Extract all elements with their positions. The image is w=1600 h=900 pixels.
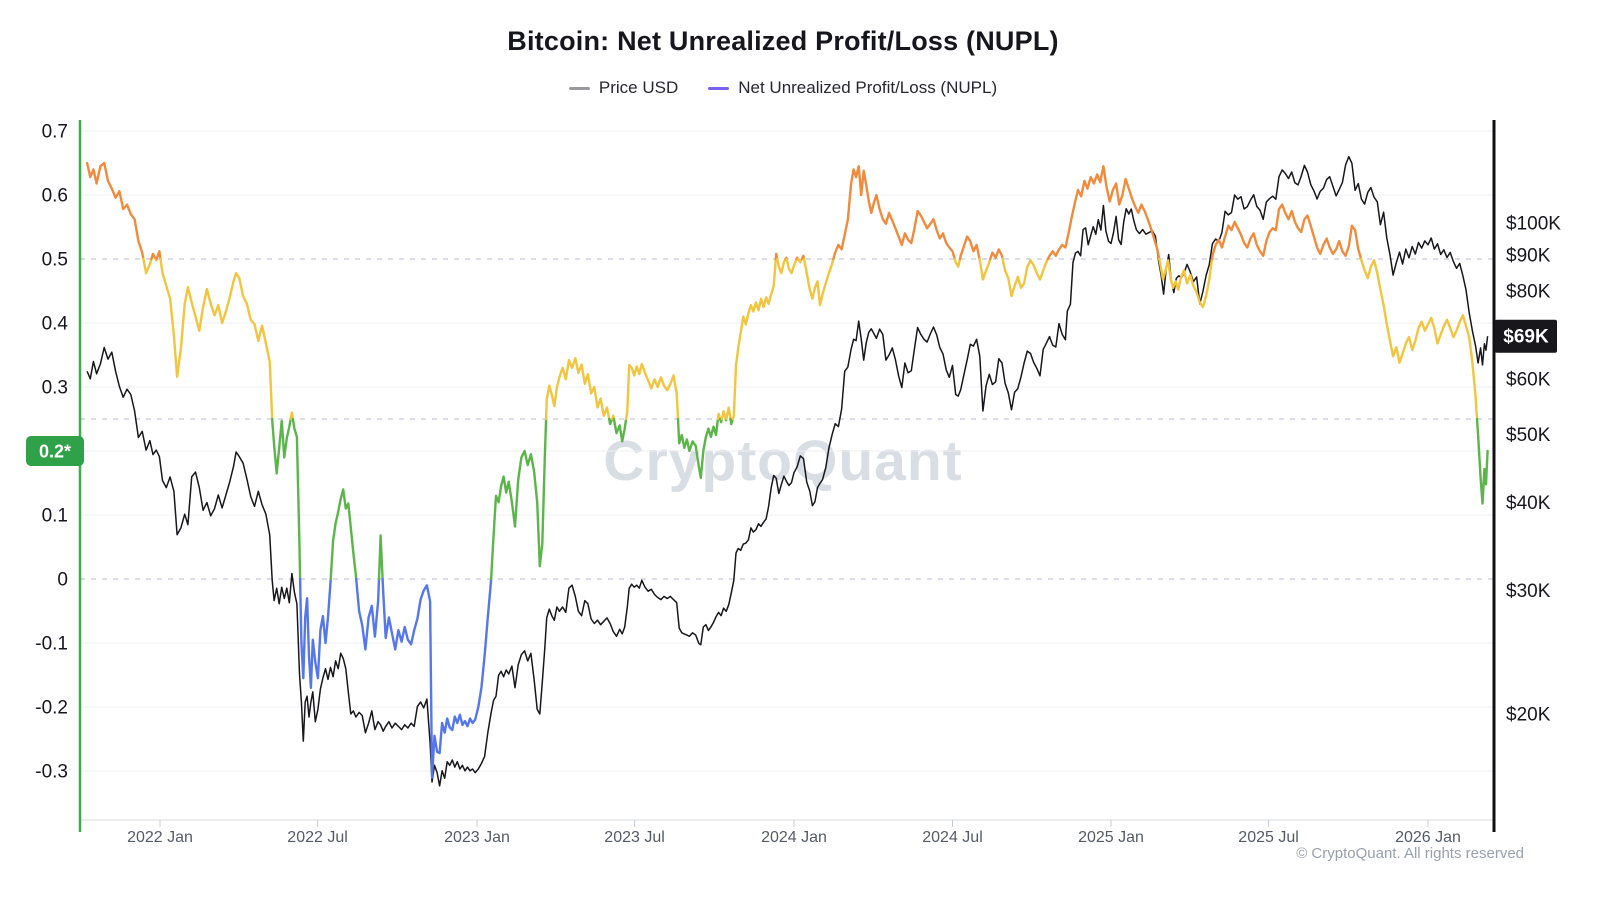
nupl-line-segment <box>85 161 145 261</box>
nupl-line-segment <box>608 417 614 426</box>
nupl-line-segment <box>989 248 1004 261</box>
nupl-line-segment <box>381 577 493 779</box>
y-right-label: $40K <box>1506 493 1551 514</box>
price-current-value: $69K <box>1503 327 1549 348</box>
nupl-line-segment <box>1001 257 1050 298</box>
nupl-line-segment <box>802 257 835 307</box>
y-left-label: 0 <box>57 570 68 591</box>
nupl-line-segment <box>731 257 777 421</box>
nupl-line-segment <box>612 417 628 443</box>
nupl-line-segment <box>1210 203 1363 261</box>
nupl-line-segment <box>716 412 722 421</box>
nupl-line-segment <box>1046 165 1161 261</box>
x-axis-label: 2022 Jul <box>287 829 348 846</box>
legend-item-price[interactable]: Price USD <box>568 78 679 98</box>
y-right-label: $60K <box>1506 369 1551 390</box>
price-current-badge <box>1495 319 1557 353</box>
x-axis-label: 2026 Jan <box>1395 829 1461 846</box>
y-left-label: 0.1 <box>42 506 68 527</box>
copyright-text: © CryptoQuant. All rights reserved <box>1296 845 1524 862</box>
nupl-line-segment <box>159 257 274 421</box>
nupl-line-segment <box>725 406 732 421</box>
y-right-label: $30K <box>1506 581 1551 602</box>
nupl-line-segment <box>298 577 332 689</box>
nupl-line-segment <box>774 252 779 261</box>
nupl-line-segment <box>1158 257 1214 309</box>
page-title: Bitcoin: Net Unrealized Profit/Loss (NUP… <box>507 26 1059 56</box>
nupl-line-segment <box>676 417 720 480</box>
y-right-label: $80K <box>1506 282 1551 303</box>
price-line <box>86 155 1489 787</box>
y-right-label: $100K <box>1506 214 1561 235</box>
x-axis-label: 2023 Jan <box>444 829 510 846</box>
nupl-current-badge <box>26 436 84 466</box>
legend: Price USD Net Unrealized Profit/Loss (NUP… <box>0 78 1566 98</box>
nupl-line-segment <box>289 411 295 421</box>
legend-item-nupl[interactable]: Net Unrealized Profit/Loss (NUPL) <box>708 78 997 98</box>
nupl-line-segment <box>355 577 381 651</box>
y-left-label: -0.3 <box>35 762 68 783</box>
y-right-label: $50K <box>1506 425 1551 446</box>
nupl-line-segment <box>1359 257 1479 421</box>
nupl-line-segment <box>142 257 153 275</box>
legend-label-price: Price USD <box>598 78 679 97</box>
y-left-label: 0.3 <box>42 378 68 399</box>
nupl-line-segment <box>544 357 611 421</box>
x-axis-label: 2025 Jan <box>1078 829 1144 846</box>
y-left-label: 0.6 <box>42 186 68 207</box>
legend-marker-price <box>568 86 590 90</box>
nupl-line-segment <box>953 257 962 268</box>
nupl-line-segment <box>958 235 981 261</box>
nupl-line-segment <box>785 257 798 275</box>
nupl-current-value: 0.2* <box>39 442 71 462</box>
nupl-line-segment <box>978 257 992 281</box>
legend-label-nupl: Net Unrealized Profit/Loss (NUPL) <box>738 78 998 97</box>
nupl-line-segment <box>329 488 358 581</box>
nupl-line-segment <box>729 417 734 426</box>
y-left-label: -0.1 <box>35 634 68 655</box>
y-right-label: $90K <box>1506 246 1551 267</box>
nupl-line-segment <box>489 417 548 581</box>
y-left-label: -0.2 <box>35 698 68 719</box>
nupl-line-segment <box>720 410 727 421</box>
x-axis-label: 2022 Jan <box>127 829 193 846</box>
legend-marker-nupl <box>708 86 730 90</box>
nupl-line-segment <box>155 250 162 261</box>
nupl-line-segment <box>291 417 302 581</box>
x-axis-label: 2025 Jul <box>1238 829 1299 846</box>
nupl-line-segment <box>776 257 787 275</box>
y-left-label: 0.5 <box>42 250 68 271</box>
nupl-line-segment <box>1475 417 1489 505</box>
nupl-line-segment <box>624 362 680 421</box>
nupl-line-segment <box>150 252 157 261</box>
nupl-line-segment <box>832 165 956 261</box>
x-axis-label: 2024 Jan <box>761 829 827 846</box>
x-axis-label: 2023 Jul <box>604 829 665 846</box>
y-left-label: 0.7 <box>42 122 68 143</box>
y-right-label: $20K <box>1506 704 1551 725</box>
y-left-label: 0.4 <box>42 314 69 335</box>
nupl-line-segment <box>377 534 384 581</box>
x-axis-label: 2024 Jul <box>922 829 983 846</box>
nupl-line-segment <box>271 417 292 475</box>
